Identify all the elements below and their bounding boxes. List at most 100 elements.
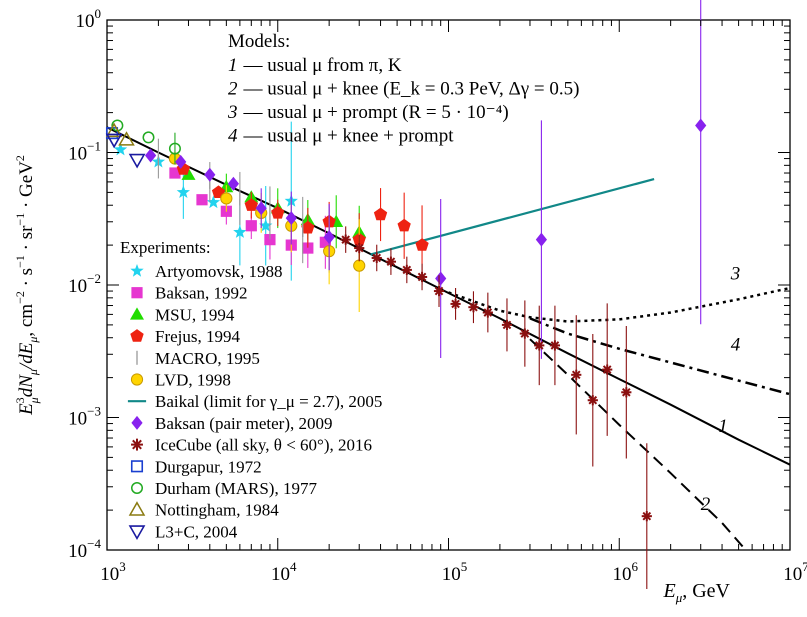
legend-marker-baksan-pair-meter-2009 bbox=[131, 415, 143, 430]
point-frejus-1994 bbox=[415, 238, 429, 251]
legend-entry: Baksan, 1992 bbox=[155, 284, 248, 303]
point-icecube-all-sky-60-2016 bbox=[641, 511, 652, 522]
point-baksan-1992 bbox=[319, 236, 331, 248]
legend-heading: Experiments: bbox=[120, 238, 211, 257]
curve-label: 3 bbox=[730, 264, 741, 285]
x-axis-label-sub: μ bbox=[675, 590, 683, 605]
point-icecube-all-sky-60-2016 bbox=[354, 242, 365, 254]
legend-entry: Baikal (limit for γ_μ = 2.7), 2005 bbox=[155, 392, 382, 411]
point-baksan-pair-meter-2009 bbox=[204, 167, 216, 182]
point-lvd-1998 bbox=[220, 192, 233, 205]
y-tick-label: 10−3 bbox=[68, 404, 101, 430]
legend-entry: LVD, 1998 bbox=[155, 371, 231, 390]
y-tick-label: 10−2 bbox=[68, 271, 101, 297]
point-l3-c-2004 bbox=[105, 133, 123, 149]
point-baksan-pair-meter-2009 bbox=[285, 211, 297, 226]
legend-entry: MSU, 1994 bbox=[155, 305, 235, 324]
experiments-legend: Experiments: Artyomovsk, 1988 Baksan, 1992… bbox=[120, 238, 382, 541]
legend-entry: Artyomovsk, 1988 bbox=[155, 262, 283, 281]
x-axis-label-symbol: E bbox=[662, 580, 675, 602]
point-icecube-all-sky-60-2016 bbox=[468, 302, 479, 313]
point-baksan-1992 bbox=[245, 220, 257, 232]
y-tick-label: 10−4 bbox=[68, 536, 101, 562]
point-frejus-1994 bbox=[397, 218, 411, 232]
point-frejus-1994 bbox=[301, 220, 315, 234]
axis-ticks: 103 104 105 106 107 100 10−1 10−2 10−3 10−4 bbox=[68, 6, 807, 585]
point-artyomovsk-1988 bbox=[176, 185, 190, 198]
x-tick-label: 106 bbox=[613, 559, 639, 585]
model-entry: 1— usual μ from π, K bbox=[228, 55, 402, 76]
legend-entry: IceCube (all sky, θ < 60°), 2016 bbox=[155, 436, 372, 455]
point-baksan-pair-meter-2009 bbox=[535, 232, 547, 247]
point-baksan-1992 bbox=[196, 194, 208, 206]
point-icecube-all-sky-60-2016 bbox=[501, 319, 513, 330]
point-frejus-1994 bbox=[244, 198, 258, 211]
point-lvd-1998 bbox=[353, 259, 366, 272]
legend-marker-frejus-1994 bbox=[130, 329, 144, 342]
point-artyomovsk-1988 bbox=[259, 218, 273, 232]
model-entry: 3— usual μ + prompt (R = 5 · 10⁻⁴) bbox=[227, 102, 509, 123]
point-baksan-pair-meter-2009 bbox=[323, 230, 335, 245]
point-artyomovsk-1988 bbox=[233, 225, 247, 238]
point-icecube-all-sky-60-2016 bbox=[587, 395, 598, 406]
point-icecube-all-sky-60-2016 bbox=[534, 340, 545, 351]
point-durham-mars-1977 bbox=[168, 142, 181, 155]
curve-labels: 3 4 1 2 bbox=[701, 264, 741, 516]
legend-marker-lvd-1998 bbox=[130, 373, 144, 386]
point-baksan-pair-meter-2009 bbox=[227, 176, 239, 191]
point-icecube-all-sky-60-2016 bbox=[602, 364, 613, 375]
model-curve-2 bbox=[529, 338, 747, 551]
point-icecube-all-sky-60-2016 bbox=[371, 252, 382, 264]
point-icecube-all-sky-60-2016 bbox=[621, 387, 632, 398]
y-tick-label: 10−1 bbox=[68, 139, 101, 165]
point-durham-mars-1977 bbox=[142, 131, 155, 144]
legend-marker-nottingham-1984 bbox=[128, 501, 146, 516]
curve-label: 4 bbox=[731, 335, 741, 356]
point-baksan-1992 bbox=[169, 167, 181, 179]
legend-marker-baksan-1992 bbox=[131, 287, 143, 299]
point-baksan-pair-meter-2009 bbox=[145, 148, 157, 163]
legend-entry: Nottingham, 1984 bbox=[155, 501, 279, 520]
point-icecube-all-sky-60-2016 bbox=[433, 285, 445, 297]
legend-entry: Frejus, 1994 bbox=[155, 327, 241, 346]
point-artyomovsk-1988 bbox=[113, 142, 128, 156]
legend-marker-icecube-all-sky-60-2016 bbox=[131, 438, 143, 451]
x-tick-label: 103 bbox=[100, 559, 126, 585]
model-entry: 4— usual μ + knee + prompt bbox=[228, 126, 454, 147]
legend-entry: Baksan (pair meter), 2009 bbox=[155, 414, 333, 433]
point-baksan-1992 bbox=[302, 242, 314, 254]
point-artyomovsk-1988 bbox=[206, 195, 221, 209]
point-baksan-pair-meter-2009 bbox=[175, 154, 187, 169]
legend-entry: L3+C, 2004 bbox=[155, 522, 238, 541]
point-icecube-all-sky-60-2016 bbox=[416, 271, 428, 283]
point-frejus-1994 bbox=[271, 205, 285, 219]
point-frejus-1994 bbox=[373, 207, 388, 221]
point-baksan-pair-meter-2009 bbox=[255, 201, 267, 216]
point-icecube-all-sky-60-2016 bbox=[571, 369, 582, 380]
point-icecube-all-sky-60-2016 bbox=[482, 307, 493, 318]
legend-marker-artyomovsk-1988 bbox=[130, 264, 144, 277]
baikal-limit-line bbox=[370, 178, 655, 256]
legend-marker-durgapur-1972 bbox=[130, 460, 144, 473]
legend-marker-l3-c-2004 bbox=[128, 525, 146, 541]
point-icecube-all-sky-60-2016 bbox=[385, 256, 397, 267]
legend-marker-msu-1994 bbox=[130, 307, 144, 320]
legend-entry: MACRO, 1995 bbox=[155, 349, 260, 368]
point-baksan-pair-meter-2009 bbox=[695, 118, 707, 133]
legend-entry: Durham (MARS), 1977 bbox=[155, 479, 317, 498]
legend-entry: Durgapur, 1972 bbox=[155, 457, 262, 476]
y-axis-label: E3μdNμ/dEμ, cm−2 · s−1 · sr−1 · GeV2 bbox=[13, 155, 41, 416]
point-icecube-all-sky-60-2016 bbox=[549, 340, 561, 351]
model-curve-4 bbox=[529, 317, 791, 396]
x-axis-label: Eμ, GeV bbox=[662, 580, 730, 605]
models-box: Models: 1— usual μ from π, K 2— usual μ + … bbox=[227, 31, 579, 147]
x-tick-label: 105 bbox=[442, 559, 468, 585]
point-nottingham-1984 bbox=[105, 122, 123, 138]
curve-label: 1 bbox=[718, 416, 728, 437]
data-points bbox=[105, 0, 707, 590]
model-curve-3 bbox=[448, 286, 791, 323]
point-icecube-all-sky-60-2016 bbox=[519, 328, 530, 339]
x-tick-label: 107 bbox=[783, 559, 807, 585]
y-tick-label: 100 bbox=[76, 6, 102, 32]
